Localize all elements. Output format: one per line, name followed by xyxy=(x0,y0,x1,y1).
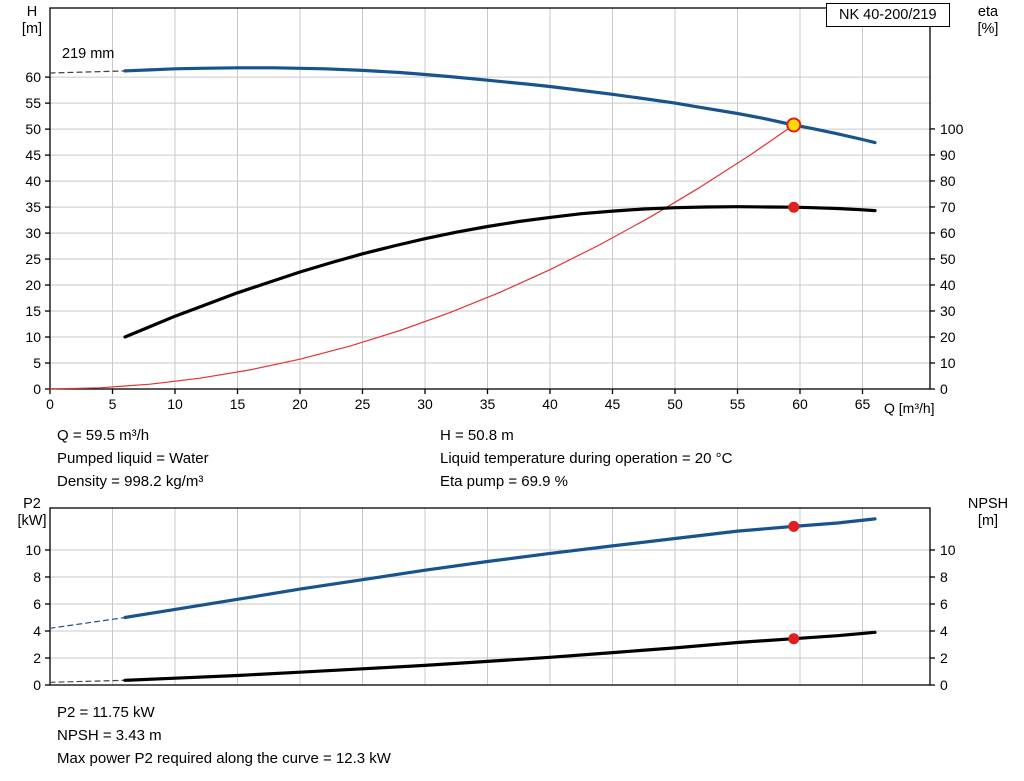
y-right-tick-label: 0 xyxy=(940,677,948,693)
y-right-tick-label: 20 xyxy=(940,329,956,345)
y-right-tick-label: 40 xyxy=(940,277,956,293)
y-left-tick-label: 20 xyxy=(25,277,41,293)
x-tick-label: 0 xyxy=(46,396,54,412)
plot-frame xyxy=(49,507,931,686)
y-left-tick-label: 45 xyxy=(25,147,41,163)
eta-axis-title-line1: eta xyxy=(977,4,999,20)
npsh-axis-title-line2: [m] xyxy=(977,513,999,529)
q-axis-title: Q [m³/h] xyxy=(884,400,935,416)
x-tick-label: 10 xyxy=(167,396,183,412)
y-right-tick-label: 60 xyxy=(940,225,956,241)
x-tick-label: 20 xyxy=(292,396,308,412)
npsh-curve-lead-dashed xyxy=(49,679,126,683)
y-right-tick-label: 70 xyxy=(940,199,956,215)
power-point-max: Max power P2 required along the curve = … xyxy=(57,750,391,767)
operating-point-col1: Q = 59.5 m³/h Pumped liquid = Water Dens… xyxy=(57,424,209,493)
head-curve-lead-dashed xyxy=(49,70,126,74)
y-right-tick-label: 50 xyxy=(940,251,956,267)
y-right-tick-label: 8 xyxy=(940,569,948,585)
head-curve xyxy=(123,66,877,145)
power-point-block: P2 = 11.75 kW NPSH = 3.43 m Max power P2… xyxy=(57,701,391,770)
operating-point-eta: Eta pump = 69.9 % xyxy=(440,473,568,490)
y-left-tick-label: 15 xyxy=(25,303,41,319)
y-left-tick-label: 0 xyxy=(33,677,41,693)
efficiency-point-marker xyxy=(788,201,800,213)
impeller-diameter-label: 219 mm xyxy=(62,46,115,62)
y-left-tick-label: 10 xyxy=(25,329,41,345)
power-point-p2: P2 = 11.75 kW xyxy=(57,704,155,721)
p2-curve-lead-dashed xyxy=(49,616,126,629)
y-right-tick-label: 10 xyxy=(940,355,956,371)
operating-point-col2: H = 50.8 m Liquid temperature during ope… xyxy=(440,424,732,493)
x-tick-label: 50 xyxy=(667,396,683,412)
y-left-tick-label: 5 xyxy=(33,355,41,371)
h-axis-title-line1: H xyxy=(26,4,38,20)
x-tick-label: 60 xyxy=(792,396,808,412)
p2-point-marker xyxy=(788,520,800,532)
x-tick-label: 15 xyxy=(230,396,246,412)
p2-axis-title-line1: P2 xyxy=(23,496,41,512)
x-tick-label: 25 xyxy=(355,396,371,412)
plot-frame xyxy=(49,7,931,390)
y-right-tick-label: 2 xyxy=(940,650,948,666)
y-left-tick-label: 25 xyxy=(25,251,41,267)
power-point-npsh: NPSH = 3.43 m xyxy=(57,727,162,744)
p2-axis-title-line2: [kW] xyxy=(17,513,47,529)
y-right-tick-label: 4 xyxy=(940,623,948,639)
y-left-tick-label: 30 xyxy=(25,225,41,241)
y-left-tick-label: 10 xyxy=(25,542,41,558)
eta-axis-title-line2: [%] xyxy=(977,21,999,37)
head-efficiency-chart: 0 5 10 15 20 25 30 35 40 45 50 55 60 65 0 5 10 15 20 25 30 35… xyxy=(25,7,964,412)
eta-axis-title: eta [%] xyxy=(964,4,1012,38)
y-left-tick-label: 8 xyxy=(33,569,41,585)
x-tick-label: 35 xyxy=(480,396,496,412)
power-npsh-chart: 0 2 4 6 8 10 0 2 4 6 8 10 xyxy=(25,507,956,693)
x-tick-label: 45 xyxy=(605,396,621,412)
x-tick-label: 55 xyxy=(730,396,746,412)
y-left-tick-label: 6 xyxy=(33,596,41,612)
x-tick-label: 40 xyxy=(542,396,558,412)
p2-curve xyxy=(123,517,877,620)
npsh-point-marker xyxy=(788,633,800,645)
y-left-tick-label: 55 xyxy=(25,95,41,111)
y-left-tick-label: 0 xyxy=(33,381,41,397)
p2-axis-title: P2 [kW] xyxy=(6,496,58,530)
y-left-tick-label: 60 xyxy=(25,69,41,85)
y-left-tick-label: 2 xyxy=(33,650,41,666)
y-right-tick-label: 100 xyxy=(940,121,964,137)
npsh-curve xyxy=(123,630,877,682)
y-right-tick-label: 0 xyxy=(940,381,948,397)
npsh-axis-title-line1: NPSH xyxy=(967,496,1009,512)
efficiency-curve xyxy=(123,205,877,339)
operating-point-q: Q = 59.5 m³/h xyxy=(57,427,150,444)
x-tick-label: 65 xyxy=(855,396,871,412)
system-curve xyxy=(49,124,795,390)
operating-point-h: H = 50.8 m xyxy=(440,427,514,444)
y-right-tick-label: 6 xyxy=(940,596,948,612)
x-tick-label: 30 xyxy=(417,396,433,412)
npsh-axis-title: NPSH [m] xyxy=(958,496,1018,530)
operating-point-density: Density = 998.2 kg/m³ xyxy=(57,473,204,490)
pump-model-box: NK 40-200/219 xyxy=(826,3,950,27)
duty-point-marker xyxy=(786,117,802,133)
y-right-tick-label: 80 xyxy=(940,173,956,189)
h-axis-title-line2: [m] xyxy=(21,21,43,37)
y-left-tick-label: 4 xyxy=(33,623,41,639)
y-right-tick-label: 30 xyxy=(940,303,956,319)
y-right-tick-label: 10 xyxy=(940,542,956,558)
y-right-tick-label: 90 xyxy=(940,147,956,163)
x-tick-label: 5 xyxy=(109,396,117,412)
operating-point-temperature: Liquid temperature during operation = 20… xyxy=(440,450,733,467)
y-left-tick-label: 50 xyxy=(25,121,41,137)
y-left-tick-label: 35 xyxy=(25,199,41,215)
h-axis-title: H [m] xyxy=(10,4,54,38)
y-left-tick-label: 40 xyxy=(25,173,41,189)
operating-point-liquid: Pumped liquid = Water xyxy=(57,450,209,467)
